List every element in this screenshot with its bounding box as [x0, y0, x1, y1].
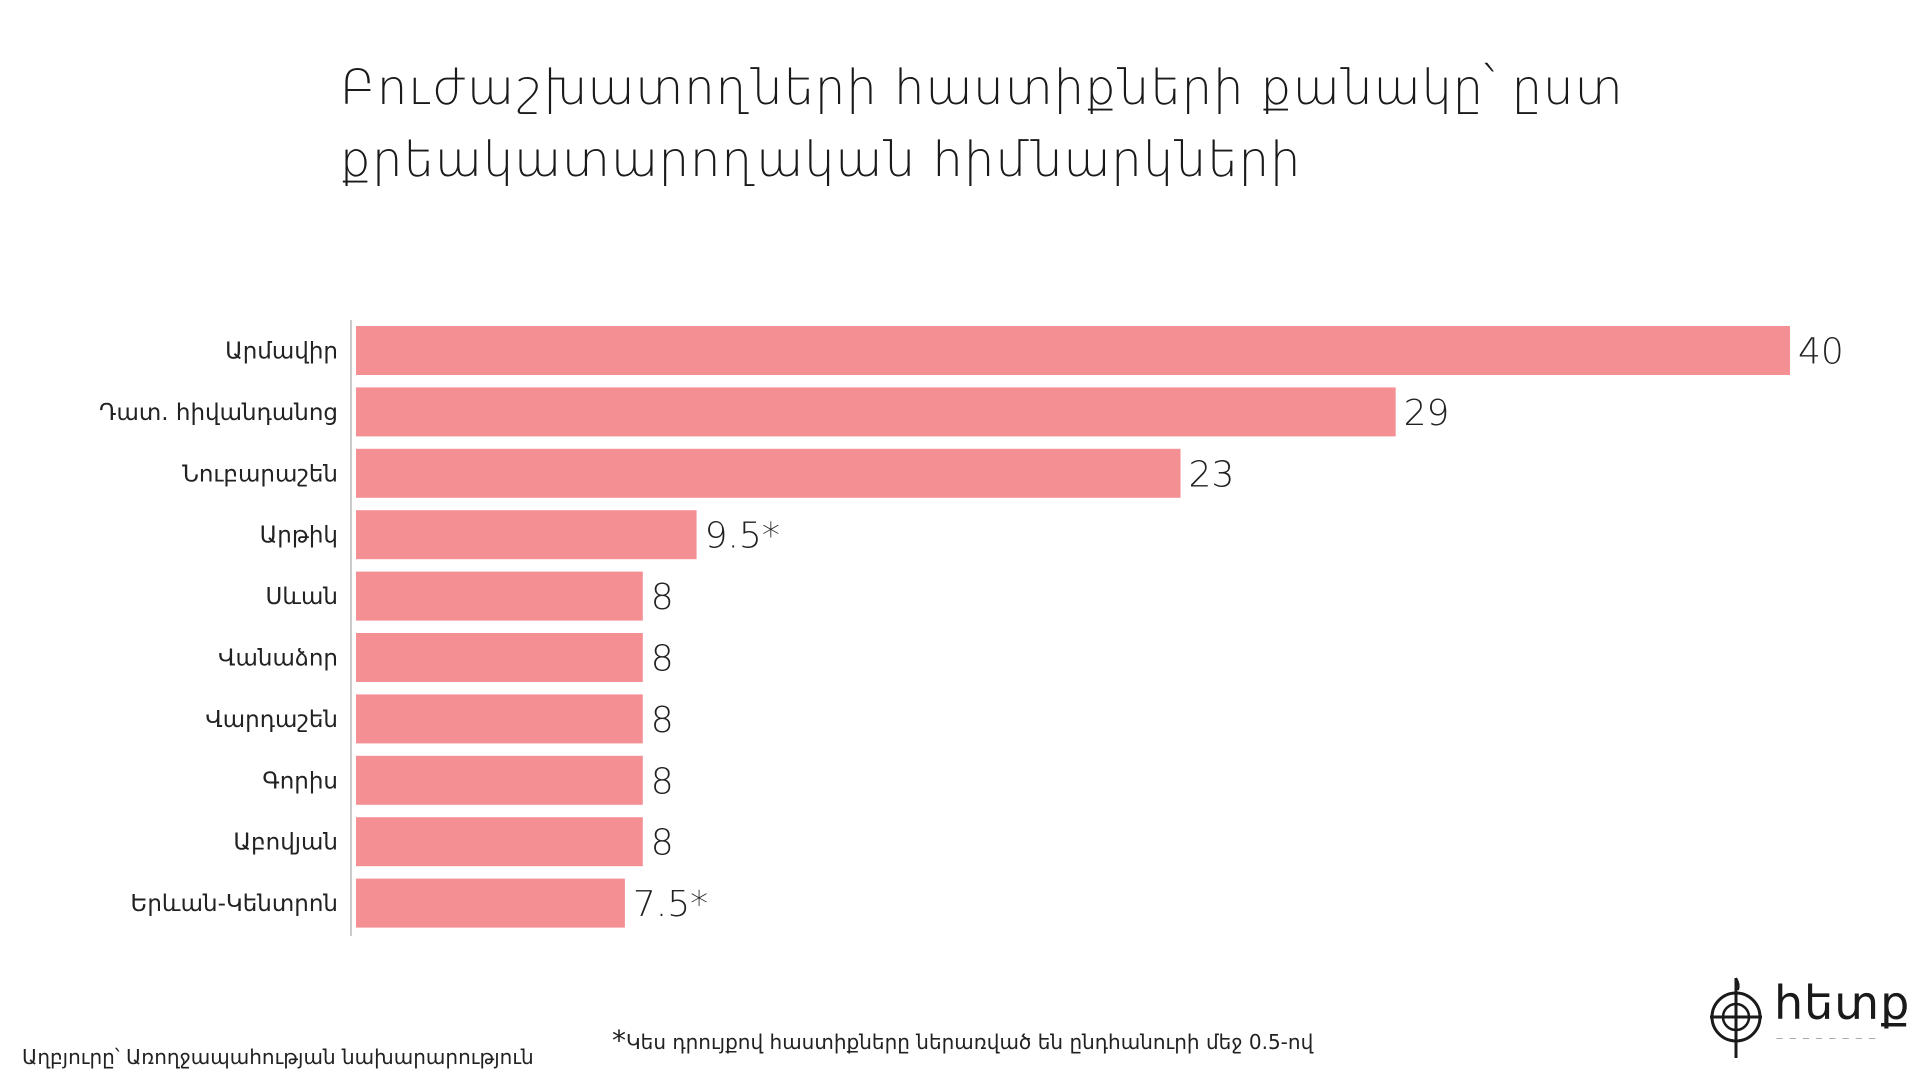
category-label-2: Նուբարաշեն	[182, 461, 338, 487]
bar-2	[356, 448, 1181, 498]
value-label-4: 8	[651, 577, 674, 618]
category-label-3: Արթիկ	[260, 523, 338, 549]
value-label-5: 8	[651, 639, 674, 680]
footnote-text: Կես դրույքով հաստիքները ներառված են ընդհ…	[626, 1030, 1314, 1054]
value-label-9: 7.5*	[633, 884, 708, 925]
bar-6	[356, 694, 643, 744]
value-label-7: 8	[651, 761, 674, 802]
chart-title-line-1: Բուժաշխատողների հաստիքների քանակը՝ ըստ	[340, 60, 1624, 116]
bar-5	[356, 633, 643, 682]
value-label-3: 9.5*	[705, 516, 780, 557]
category-label-0: Արմավիր	[225, 339, 338, 365]
bar-4	[356, 571, 643, 621]
bar-7	[356, 755, 643, 805]
category-label-5: Վանաձոր	[218, 646, 338, 672]
bar-chart: Արմավիր 40 Դատ. հիվանդանոց 29 Նուբարաշեն 23 Ար…	[99, 320, 1844, 936]
bar-8	[356, 817, 643, 867]
compass-logo-icon	[1710, 977, 1762, 1058]
category-label-7: Գորիս	[262, 768, 338, 794]
category-label-9: Երևան-Կենտրոն	[131, 891, 338, 917]
source-note: Աղբյուրը՝ Առողջապահության նախարարություն	[22, 1045, 534, 1069]
bar-3	[356, 510, 697, 560]
chart-title: Բուժաշխատողների հաստիքների քանակը՝ ըստ ք…	[340, 52, 1740, 196]
bar-9	[356, 878, 625, 928]
category-label-6: Վարդաշեն	[205, 707, 338, 733]
chart-title-line-2: քրեակատարողական հիմնարկների	[340, 132, 1302, 188]
footnote-marker: *	[612, 1024, 626, 1057]
category-label-8: Աբովյան	[233, 830, 338, 856]
value-label-1: 29	[1404, 393, 1450, 434]
bar-0	[356, 326, 1790, 375]
category-label-1: Դատ. հիվանդանոց	[99, 400, 338, 426]
footnote: *Կես դրույքով հաստիքները ներառված են ընդ…	[612, 1024, 1314, 1063]
value-label-6: 8	[651, 700, 674, 741]
logo-tagline: — — — — — — — —	[1776, 1034, 1878, 1042]
bar-1	[356, 387, 1396, 437]
value-label-8: 8	[651, 823, 674, 864]
logo-wordmark: hետք	[1774, 976, 1911, 1030]
category-label-4: Սևան	[266, 584, 338, 610]
brand-logo[interactable]: hետք — — — — — — — —	[1708, 972, 1911, 1062]
value-label-2: 23	[1189, 454, 1235, 495]
value-label-0: 40	[1798, 332, 1844, 373]
